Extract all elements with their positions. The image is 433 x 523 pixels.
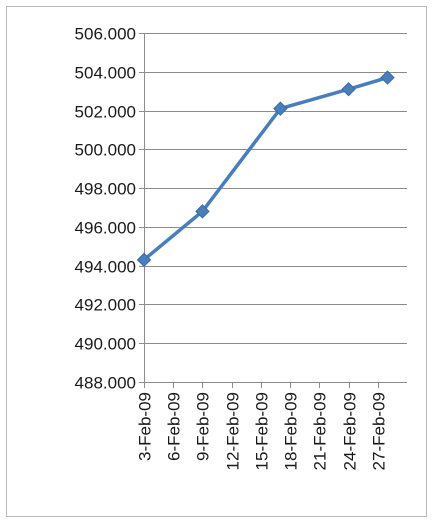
x-tick-label: 27-Feb-09	[370, 392, 389, 470]
y-tick-label: 488.000	[75, 374, 136, 393]
y-tick-label: 494.000	[75, 258, 136, 277]
gridlines	[144, 33, 407, 383]
x-axis-tick-labels: 3-Feb-09 6-Feb-09 9-Feb-09 12-Feb-09 15-Feb-…	[136, 392, 389, 470]
x-tick-label: 3-Feb-09	[136, 392, 155, 461]
y-tick-label: 492.000	[75, 296, 136, 315]
data-point-marker	[380, 70, 395, 85]
y-tick-label: 496.000	[75, 219, 136, 238]
y-tick-label: 500.000	[75, 141, 136, 160]
series-layer	[136, 70, 395, 268]
chart-frame	[6, 6, 427, 517]
series-line	[142, 75, 389, 262]
y-tick-label: 506.000	[75, 25, 136, 44]
y-tick-label: 490.000	[75, 335, 136, 354]
x-tick-label: 24-Feb-09	[341, 392, 360, 470]
x-tick-label: 21-Feb-09	[311, 392, 330, 470]
data-point-marker	[273, 101, 288, 116]
x-tick-label: 18-Feb-09	[282, 392, 301, 470]
y-tick-label: 502.000	[75, 103, 136, 122]
axes	[139, 33, 407, 388]
data-point-marker	[136, 252, 152, 268]
y-tick-label: 498.000	[75, 180, 136, 199]
y-axis-tick-labels: 506.000 504.000 502.000 500.000 498.000 496.0…	[75, 25, 136, 393]
x-tick-label: 6-Feb-09	[165, 392, 184, 461]
x-tick-label: 15-Feb-09	[253, 392, 272, 470]
data-point-marker	[195, 204, 210, 219]
x-tick-label: 12-Feb-09	[224, 392, 243, 470]
data-point-marker	[341, 82, 356, 97]
y-tick-label: 504.000	[75, 64, 136, 83]
x-tick-label: 9-Feb-09	[194, 392, 213, 461]
